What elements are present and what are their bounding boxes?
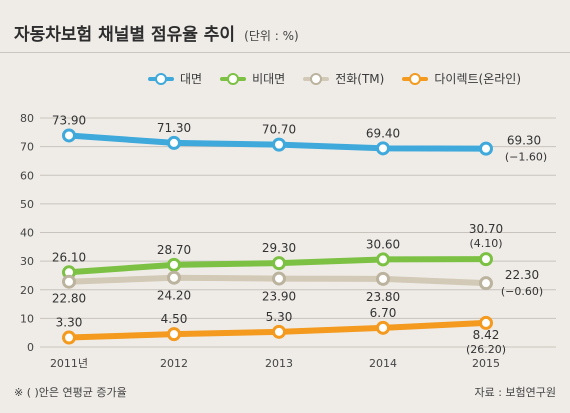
y-tick-label: 60 [20,169,34,182]
data-point [167,327,181,342]
data-point [272,324,286,339]
legend-label: 비대면 [252,72,286,86]
chart-title: 자동차보험 채널별 점유율 추이 [14,25,236,45]
chart-legend: 대면 비대면 전화(TM) 다이렉트(온라인) [148,70,521,87]
data-label: 3.30 [56,316,83,330]
data-label: 6.70 [370,306,397,320]
y-tick-label: 10 [20,312,34,325]
legend-item: 전화(TM) [303,70,384,87]
x-tick-label: 2013 [265,357,293,370]
data-label: 23.90 [262,290,296,304]
y-tick-label: 40 [20,227,34,240]
data-label: 30.60 [366,237,400,251]
legend-label: 다이렉트(온라인) [434,72,522,86]
unit-note: (단위 : %) [244,29,299,43]
footnote-source: 자료 : 보험연구원 [474,386,556,399]
data-point [479,276,493,291]
data-label: 73.90 [52,113,86,127]
data-label: 71.30 [157,121,191,135]
chart-title-block: 자동차보험 채널별 점유율 추이 (단위 : %) [14,20,299,45]
x-tick-label: 2011년 [50,357,88,370]
x-tick-label: 2014 [369,357,397,370]
data-label: 30.70 [469,222,503,236]
data-label: 28.70 [157,243,191,257]
y-tick-label: 70 [20,141,34,154]
data-point [479,315,493,330]
legend-swatch [220,72,247,85]
data-label: 22.30 [505,268,539,282]
legend-swatch [148,72,174,85]
y-tick-label: 0 [27,341,34,354]
legend-label: 대면 [180,72,203,86]
title-divider [0,52,570,53]
x-tick-label: 2012 [160,357,188,370]
growth-label: (4.10) [469,237,502,250]
legend-item: 다이렉트(온라인) [402,70,521,87]
data-label: 26.10 [52,250,86,264]
data-label: 8.42 [473,328,500,342]
legend-item: 비대면 [220,70,285,87]
x-tick-label: 2015 [472,357,500,370]
data-point [62,330,76,345]
data-point [376,252,390,267]
data-point [167,135,181,150]
data-label: 69.40 [366,126,400,140]
data-label: 70.70 [262,123,296,137]
legend-label: 전화(TM) [335,72,385,86]
data-point [479,252,493,267]
growth-label: (−1.60) [505,151,547,164]
y-tick-label: 50 [20,198,34,211]
data-label: 4.50 [161,312,188,326]
data-point [272,256,286,271]
data-point [376,141,390,156]
data-point [62,128,76,143]
y-tick-label: 80 [20,112,34,125]
data-point [376,320,390,335]
data-label: 24.20 [157,289,191,303]
data-label: 29.30 [262,241,296,255]
growth-label: (−0.60) [501,285,543,298]
data-label: 23.80 [366,290,400,304]
data-point [376,271,390,286]
footnote-growth-note: ※ ( )안은 연평균 증가율 [14,386,127,399]
data-label: 69.30 [507,134,541,148]
data-label: 22.80 [52,292,86,306]
data-point [167,270,181,285]
y-tick-label: 30 [20,255,34,268]
legend-swatch [402,72,429,85]
data-point [167,257,181,272]
data-point [272,137,286,152]
data-point [62,274,76,289]
legend-item: 대면 [148,70,202,87]
data-label: 5.30 [266,310,293,324]
legend-swatch [303,72,330,85]
data-point [272,271,286,286]
growth-label: (26.20) [466,343,506,356]
data-point [479,141,493,156]
y-tick-label: 20 [20,284,34,297]
